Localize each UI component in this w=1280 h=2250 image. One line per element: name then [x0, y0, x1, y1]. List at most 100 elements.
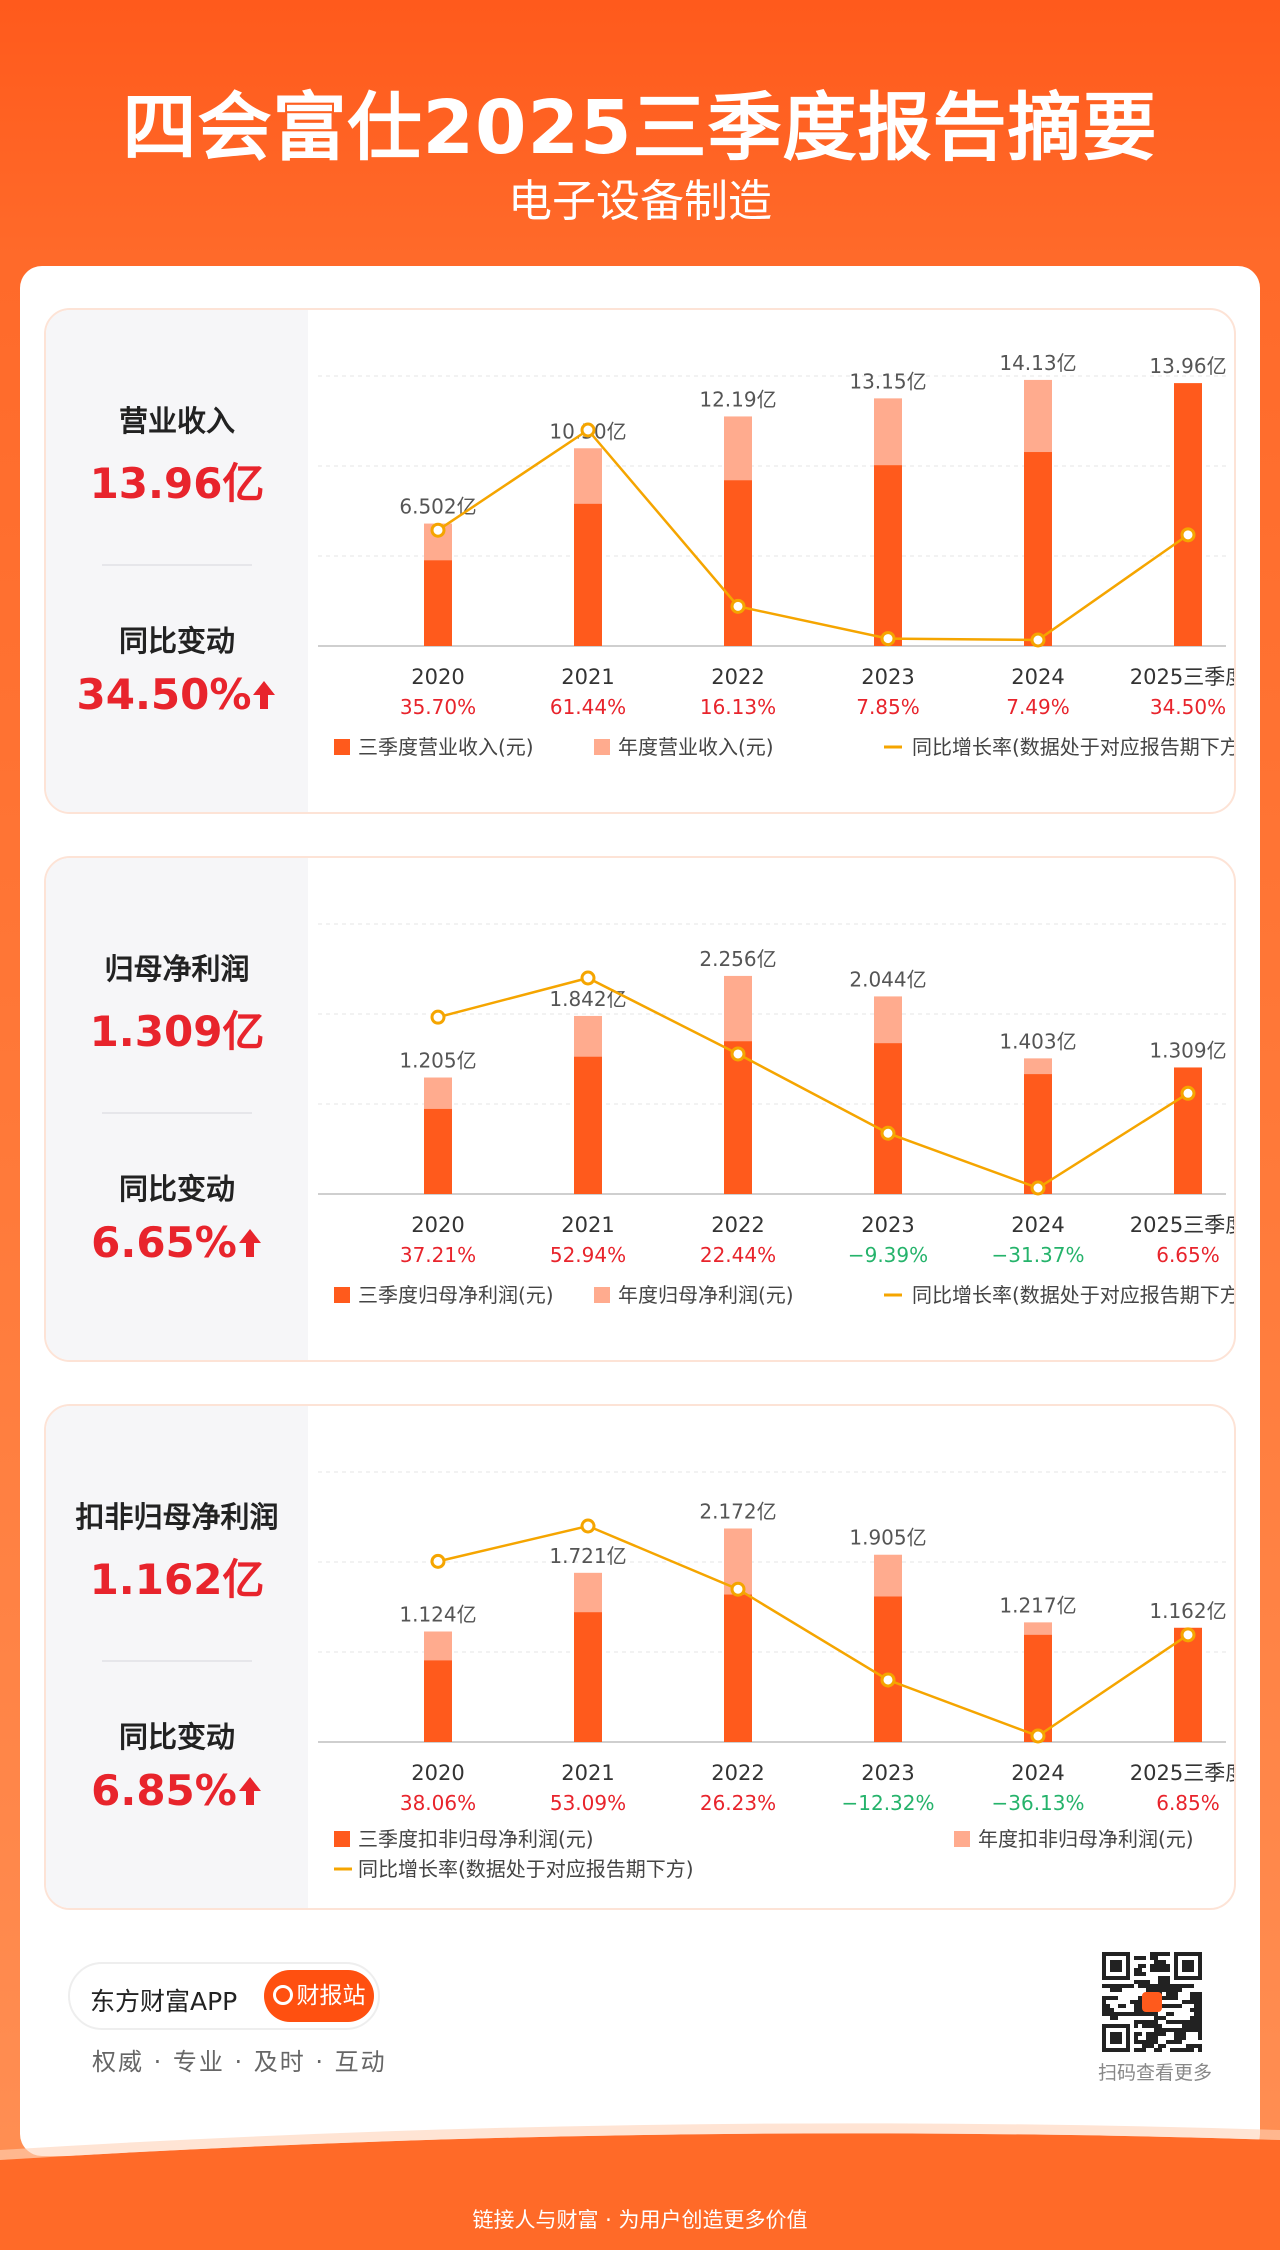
- growth-rate-label: −36.13%: [991, 1791, 1084, 1815]
- qr-module: [1166, 1992, 1170, 1996]
- bar-q3: [724, 1594, 752, 1742]
- qr-module: [1154, 2032, 1158, 2036]
- bar-q3: [574, 1612, 602, 1742]
- qr-module: [1186, 2024, 1190, 2028]
- qr-module: [1166, 1996, 1170, 2000]
- qr-module: [1174, 2036, 1178, 2040]
- qr-module: [1154, 2020, 1158, 2024]
- bottom-wave: [0, 2123, 1280, 2250]
- qr-module: [1146, 2032, 1150, 2036]
- qr-module: [1142, 1956, 1146, 1960]
- qr-module: [1158, 1952, 1162, 1956]
- qr-module: [1158, 1964, 1162, 1968]
- qr-module: [1150, 2012, 1154, 2016]
- qr-module: [1110, 2012, 1114, 2016]
- bar-value-label: 1.217亿: [999, 1593, 1076, 1617]
- qr-module: [1190, 2048, 1194, 2052]
- qr-module: [1178, 1984, 1182, 1988]
- qr-module: [1138, 1964, 1142, 1968]
- qr-module: [1118, 1984, 1122, 1988]
- bar-q3: [424, 560, 452, 646]
- qr-module: [1154, 1988, 1158, 1992]
- qr-code-icon[interactable]: [1102, 1952, 1202, 2052]
- bar-q3: [874, 1596, 902, 1742]
- qr-caption: 扫码查看更多: [1097, 2062, 1212, 2084]
- growth-rate-label: 16.13%: [700, 695, 776, 719]
- bar-value-label: 1.403亿: [999, 1029, 1076, 1053]
- qr-module: [1162, 2004, 1166, 2008]
- growth-rate-label: −31.37%: [991, 1243, 1084, 1267]
- qr-module: [1126, 2012, 1130, 2016]
- growth-rate-line: [437, 428, 1189, 642]
- qr-module: [1198, 2012, 1202, 2016]
- report-station-button[interactable]: 财报站: [264, 1970, 374, 2022]
- growth-rate-point: [1030, 1180, 1046, 1196]
- metric-value: 1.162亿: [89, 1555, 265, 1604]
- qr-module: [1174, 2028, 1178, 2032]
- bar-value-label: 1.162亿: [1149, 1599, 1226, 1623]
- metric-label: 营业收入: [118, 404, 235, 438]
- qr-module: [1194, 2044, 1198, 2048]
- qr-module: [1138, 1996, 1142, 2000]
- qr-module: [1154, 1964, 1158, 1968]
- net-profit-chart: 1.205亿202037.21%1.842亿202152.94%2.256亿20…: [318, 923, 1236, 1307]
- growth-rate-label: 7.49%: [1006, 695, 1070, 719]
- qr-module: [1154, 1984, 1158, 1988]
- qr-module: [1186, 2028, 1190, 2032]
- qr-module: [1146, 2024, 1150, 2028]
- qr-module: [1102, 1984, 1106, 1988]
- qr-module: [1166, 1964, 1170, 1968]
- qr-module: [1162, 2016, 1166, 2020]
- qr-module: [1162, 1952, 1166, 1956]
- app-search-pill[interactable]: 东方财富APP 财报站: [68, 1962, 380, 2030]
- qr-finder-core: [1110, 2032, 1122, 2044]
- bar-value-label: 1.124亿: [399, 1603, 476, 1627]
- legend-label-annual: 年度扣非归母净利润(元): [978, 1827, 1194, 1851]
- qr-module: [1162, 1984, 1166, 1988]
- change-label: 同比变动: [118, 1172, 235, 1206]
- qr-module: [1134, 2040, 1138, 2044]
- category-tick-label: 2020: [411, 1213, 464, 1237]
- qr-module: [1134, 2032, 1138, 2036]
- qr-module: [1158, 2044, 1162, 2048]
- qr-module: [1170, 2012, 1174, 2016]
- growth-rate-label: −12.32%: [841, 1791, 934, 1815]
- qr-module: [1194, 1996, 1198, 2000]
- qr-module: [1138, 2012, 1142, 2016]
- bar-q3: [1024, 1634, 1052, 1742]
- category-tick-label: 2020: [411, 1761, 464, 1785]
- category-tick-label: 2021: [561, 665, 614, 689]
- qr-module: [1178, 2028, 1182, 2032]
- qr-module: [1114, 1996, 1118, 2000]
- qr-module: [1186, 2020, 1190, 2024]
- change-value-row: 6.65%: [46, 1218, 308, 1267]
- qr-module: [1142, 2044, 1146, 2048]
- growth-rate-line: [437, 976, 1189, 1190]
- bar-q3: [724, 480, 752, 646]
- qr-module: [1154, 1956, 1158, 1960]
- category-tick-label: 2024: [1011, 1761, 1064, 1785]
- growth-rate-label: −9.39%: [848, 1243, 928, 1267]
- qr-module: [1170, 2004, 1174, 2008]
- qr-module: [1102, 2012, 1106, 2016]
- legend-label-annual: 年度归母净利润(元): [618, 1283, 794, 1307]
- qr-module: [1166, 2040, 1170, 2044]
- legend-label-annual: 年度营业收入(元): [618, 735, 774, 759]
- qr-module: [1158, 2024, 1162, 2028]
- bar-value-label: 2.172亿: [699, 1499, 776, 1523]
- deducted-profit-panel: 扣非归母净利润 1.162亿 同比变动 6.85% 1.124亿 2020 38.0…: [44, 1404, 1236, 1910]
- qr-module: [1142, 2024, 1146, 2028]
- growth-rate-label: 61.44%: [550, 695, 626, 719]
- growth-rate-point: [880, 1672, 896, 1688]
- qr-module: [1146, 1988, 1150, 1992]
- legend-swatch-q3: [334, 1287, 350, 1303]
- qr-module: [1106, 1996, 1110, 2000]
- category-tick-label: 2025三季度: [1130, 1213, 1236, 1237]
- qr-module: [1174, 2040, 1178, 2044]
- legend-swatch-annual: [594, 739, 610, 755]
- divider: [102, 1660, 252, 1662]
- qr-module: [1106, 2004, 1110, 2008]
- growth-rate-label: 34.50%: [1150, 695, 1226, 719]
- legend-swatch-q3: [334, 1831, 350, 1847]
- qr-module: [1170, 2048, 1174, 2052]
